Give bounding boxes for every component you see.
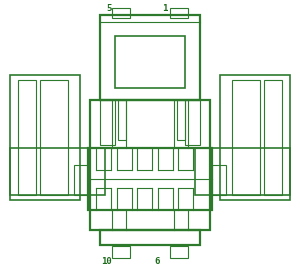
Bar bbox=[90, 100, 210, 230]
Bar bbox=[195, 148, 290, 195]
Bar bbox=[100, 15, 200, 100]
Bar bbox=[100, 230, 200, 245]
Bar bbox=[177, 100, 185, 140]
Text: 5: 5 bbox=[107, 4, 112, 13]
Bar bbox=[112, 246, 130, 258]
Text: 6: 6 bbox=[155, 257, 160, 266]
Bar bbox=[212, 165, 226, 195]
Bar bbox=[10, 75, 80, 200]
Bar bbox=[220, 75, 290, 200]
Bar bbox=[115, 36, 185, 88]
Bar bbox=[185, 100, 200, 145]
Bar bbox=[74, 165, 88, 195]
Text: 1: 1 bbox=[162, 4, 167, 13]
Bar bbox=[18, 80, 36, 195]
Bar bbox=[170, 8, 188, 18]
Bar bbox=[40, 80, 68, 195]
Bar bbox=[10, 148, 105, 195]
Text: 10: 10 bbox=[101, 257, 112, 266]
Bar bbox=[264, 80, 282, 195]
Bar bbox=[170, 246, 188, 258]
Bar bbox=[88, 148, 212, 210]
Bar bbox=[100, 100, 115, 145]
Bar bbox=[118, 100, 126, 140]
Bar bbox=[232, 80, 260, 195]
Bar bbox=[112, 8, 130, 18]
